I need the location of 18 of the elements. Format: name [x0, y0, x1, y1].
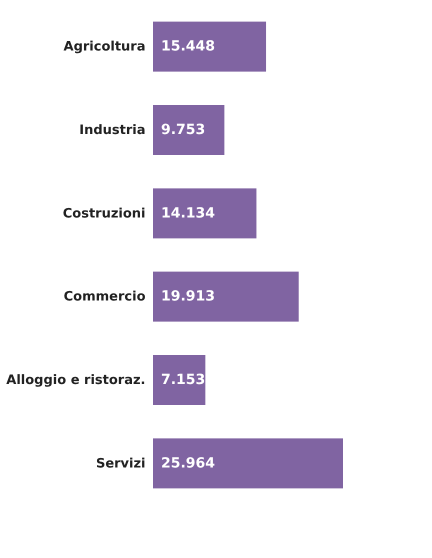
data-label: 25.964	[161, 455, 216, 472]
bar	[153, 105, 224, 155]
y-tick-label: Commercio	[64, 290, 146, 305]
y-tick-label: Agricoltura	[64, 40, 146, 55]
bar	[153, 272, 299, 322]
y-tick-label: Alloggio e ristoraz.	[6, 373, 146, 388]
data-label: 9.753	[161, 122, 206, 138]
y-tick-label: Servizi	[96, 456, 146, 472]
bar	[153, 188, 256, 238]
data-label: 7.153	[161, 372, 206, 388]
bar	[153, 22, 266, 72]
y-tick-label: Costruzioni	[62, 206, 146, 222]
data-label: 14.134	[161, 205, 216, 222]
data-label: 15.448	[161, 38, 216, 55]
bar	[153, 438, 343, 488]
y-tick-label: Industria	[79, 123, 146, 138]
bar	[153, 355, 206, 405]
data-label: 19.913	[161, 288, 216, 305]
